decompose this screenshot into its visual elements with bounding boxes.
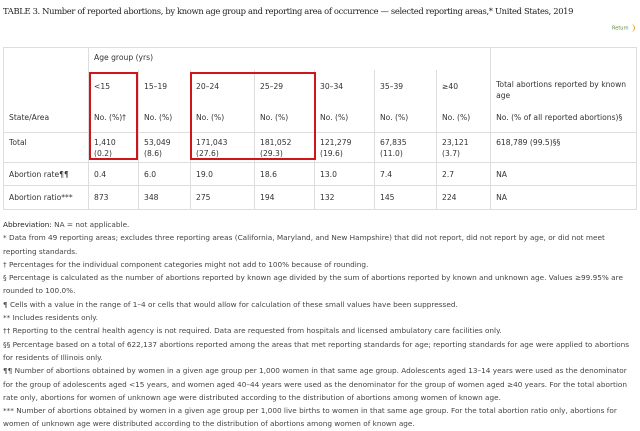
data-cell: 53,049 (8.6)	[138, 132, 191, 163]
age-group-col-header: 20–24	[190, 69, 255, 104]
cell-value: (3.7)	[442, 149, 461, 158]
data-cell: 2.7	[435, 162, 492, 186]
cell-value: 7.4	[380, 170, 393, 179]
cell-value: 194	[260, 193, 275, 202]
cell-value: 348	[144, 193, 159, 202]
cell-value: (27.6)	[196, 149, 219, 158]
data-cell: 6.0	[138, 162, 191, 186]
data-cell: 145	[374, 185, 437, 210]
cell-value: (0.2)	[94, 149, 113, 158]
total-cell: NA	[490, 185, 637, 210]
cell-value: (29.3)	[260, 149, 283, 158]
row-label: Abortion rate¶¶	[3, 162, 89, 186]
cell-value: 873	[94, 193, 109, 202]
age-group-col-header: <15	[88, 69, 139, 104]
unit-header: No. (%)	[254, 103, 315, 133]
data-table: Age group (yrs) Total abortions reported…	[3, 47, 637, 210]
cell-value: 23,121	[442, 138, 469, 147]
data-cell: 7.4	[374, 162, 437, 186]
cell-value: 0.4	[94, 170, 107, 179]
footnote: †† Reporting to the central health agenc…	[3, 326, 502, 336]
data-cell: 0.4	[88, 162, 139, 186]
footnote: ¶¶ Number of abortions obtained by women…	[3, 366, 627, 402]
data-cell: 18.6	[254, 162, 315, 186]
data-cell: 275	[190, 185, 255, 210]
unit-header: No. (%)	[190, 103, 255, 133]
cell-value: 181,052	[260, 138, 292, 147]
data-cell: 224	[435, 185, 492, 210]
total-header: Total abortions reported by known age	[490, 47, 637, 104]
total-cell: NA	[490, 162, 637, 186]
cell-value: 1,410	[94, 138, 116, 147]
highlight-box-under-15	[89, 72, 138, 160]
blank-cell	[3, 69, 89, 104]
table-row: Abortion ratio*** 873 348 275 194 132 145 224 NA	[3, 185, 637, 210]
cell-value: (11.0)	[380, 149, 403, 158]
cell-value: 2.7	[442, 170, 455, 179]
age-group-col-header: 35–39	[374, 69, 437, 104]
age-group-header: Age group (yrs)	[87, 47, 492, 70]
table-row: Abortion rate¶¶ 0.4 6.0 19.0 18.6 13.0 7.4 2.7 N…	[3, 162, 637, 186]
footnote: ** Includes residents only.	[3, 313, 98, 323]
age-group-col-header: ≥40	[435, 69, 492, 104]
age-group-col-header: 15–19	[138, 69, 191, 104]
data-cell: 194	[254, 185, 315, 210]
total-unit-header: No. (% of all reported abortions)§	[490, 103, 637, 133]
unit-header: No. (%)	[435, 103, 492, 133]
unit-header: No. (%)†	[88, 103, 139, 133]
cell-value: (8.6)	[144, 149, 163, 158]
data-cell: 13.0	[314, 162, 375, 186]
data-cell: 19.0	[190, 162, 255, 186]
cell-value: 18.6	[260, 170, 277, 179]
unit-header: No. (%)	[314, 103, 375, 133]
return-label: Return	[612, 25, 629, 32]
total-cell: 618,789 (99.5)§§	[490, 132, 637, 163]
unit-header: No. (%)	[374, 103, 437, 133]
cell-value: 53,049	[144, 138, 171, 147]
footnote: *** Number of abortions obtained by wome…	[3, 406, 617, 429]
data-cell: 132	[314, 185, 375, 210]
cell-value: 6.0	[144, 170, 157, 179]
return-link[interactable]: Return	[612, 24, 635, 32]
footnote: † Percentages for the individual compone…	[3, 259, 369, 269]
cell-value: 145	[380, 193, 395, 202]
cell-value: 275	[196, 193, 211, 202]
cell-value: 13.0	[320, 170, 337, 179]
cell-value: 224	[442, 193, 457, 202]
table-title: TABLE 3. Number of reported abortions, b…	[3, 6, 574, 16]
cell-value: 171,043	[196, 138, 228, 147]
data-cell: 121,279 (19.6)	[314, 132, 375, 163]
cell-value: 19.0	[196, 170, 213, 179]
state-area-header: State/Area	[3, 103, 89, 133]
unit-header: No. (%)	[138, 103, 191, 133]
cell-value: 121,279	[320, 138, 352, 147]
data-cell: 23,121 (3.7)	[435, 132, 492, 163]
age-group-col-header: 30–34	[314, 69, 375, 104]
cell-value: 67,835	[380, 138, 407, 147]
cell-value: 132	[320, 193, 335, 202]
footnotes: Abbreviation: NA = not applicable. * Dat…	[3, 218, 637, 431]
abbreviation-text: NA = not applicable.	[51, 220, 130, 229]
footnote: §§ Percentage based on a total of 622,13…	[3, 339, 630, 362]
footnote: ¶ Cells with a value in the range of 1–4…	[3, 299, 458, 309]
footnote: * Data from 49 reporting areas; excludes…	[3, 233, 605, 256]
data-cell: 67,835 (11.0)	[374, 132, 437, 163]
data-cell: 873	[88, 185, 139, 210]
footnote: § Percentage is calculated as the number…	[3, 273, 623, 296]
data-cell: 348	[138, 185, 191, 210]
row-label: Total	[3, 132, 89, 163]
return-arrow-icon	[629, 24, 635, 32]
cell-value: (19.6)	[320, 149, 343, 158]
row-label: Abortion ratio***	[3, 185, 89, 210]
corner-cell	[3, 47, 89, 70]
abbreviation-label: Abbreviation:	[3, 220, 52, 229]
abbreviation-note: Abbreviation: NA = not applicable.	[3, 218, 637, 231]
highlight-box-20-29	[190, 72, 316, 160]
